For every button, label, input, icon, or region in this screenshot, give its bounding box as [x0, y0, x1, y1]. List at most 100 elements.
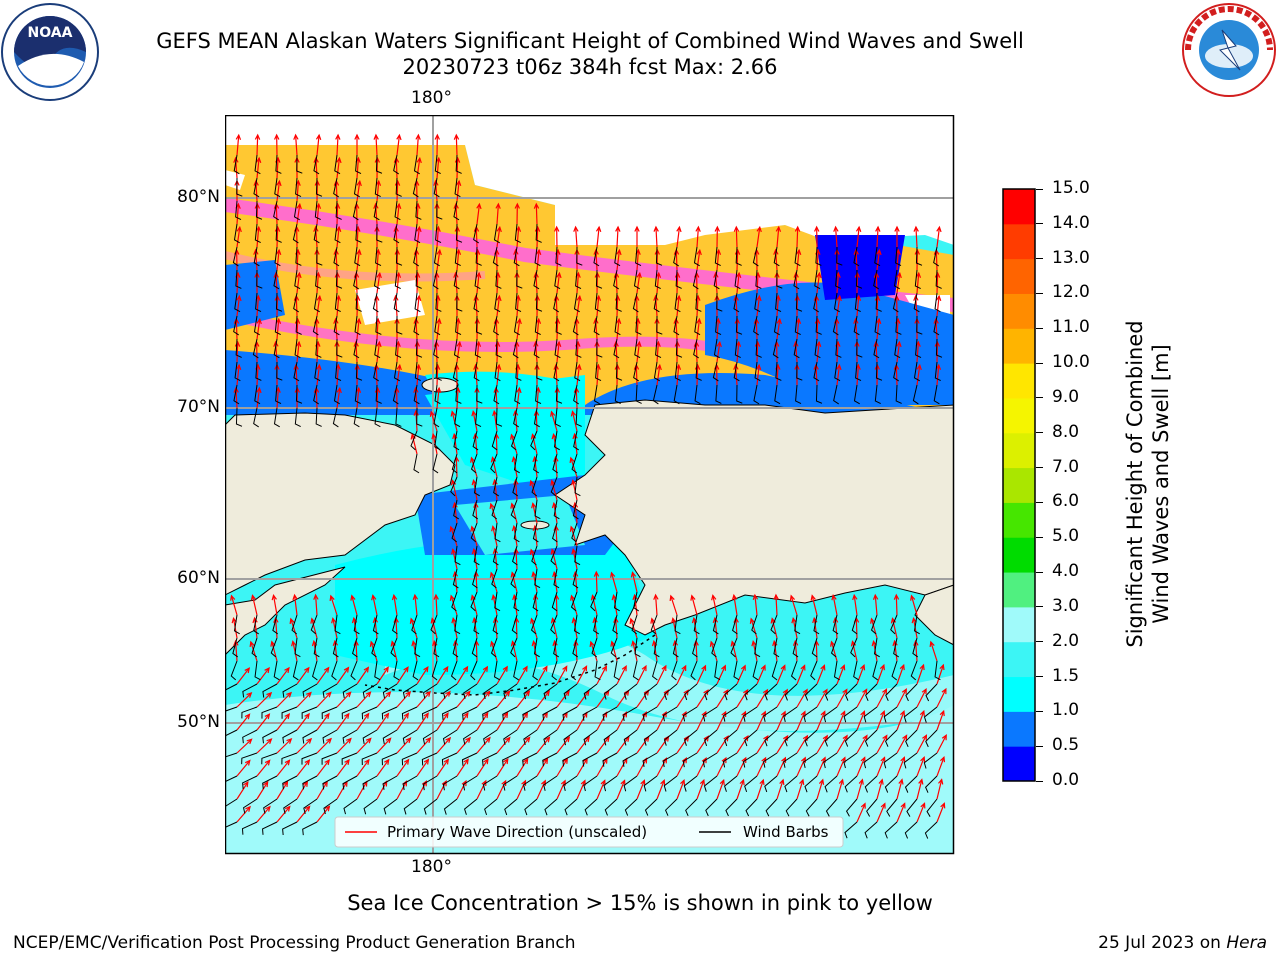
wave-arrow-head — [752, 593, 759, 601]
wave-arrow-head — [270, 640, 276, 647]
lon-label-top: 180° — [411, 88, 452, 108]
wind-barb — [643, 775, 658, 792]
wave-direction-arrow — [336, 227, 340, 248]
wave-arrow-head — [374, 386, 381, 393]
wind-barb — [910, 660, 918, 681]
wave-arrow-head — [842, 688, 848, 695]
wave-direction-arrow — [450, 595, 458, 616]
wave-direction-arrow — [372, 595, 378, 616]
wind-barb — [503, 683, 518, 700]
wave-direction-arrow — [676, 780, 685, 800]
colorbar-title-line2: Wind Waves and Swell [m] — [1149, 344, 1173, 624]
wave-arrow-head — [413, 409, 419, 416]
wave-arrow-head — [921, 687, 927, 695]
wave-arrow-head — [721, 710, 727, 717]
wave-direction-arrow — [276, 226, 279, 248]
wave-direction-arrow — [616, 250, 621, 271]
wind-barb — [225, 821, 238, 828]
wave-direction-arrow — [250, 641, 258, 662]
wave-arrow-head — [840, 664, 846, 671]
wind-barb — [382, 775, 398, 790]
wave-arrow-head — [276, 179, 282, 187]
colorbar-tick-mark — [1036, 501, 1043, 503]
wave-direction-arrow — [676, 736, 689, 754]
wind-barb — [475, 407, 482, 427]
wave-arrow-head — [701, 710, 707, 718]
wind-barb — [255, 200, 263, 220]
wave-arrow-head — [793, 340, 799, 347]
wave-direction-arrow — [436, 250, 441, 271]
wave-direction-arrow — [916, 365, 921, 386]
sea-ice-note: Sea Ice Concentration > 15% is shown in … — [347, 891, 933, 915]
wave-direction-arrow — [476, 712, 489, 731]
wave-arrow-head — [800, 664, 806, 671]
wave-direction-arrow — [236, 760, 251, 777]
wave-direction-arrow — [256, 667, 270, 685]
wave-direction-arrow — [570, 457, 578, 478]
wind-barb — [512, 476, 519, 497]
wave-arrow-head — [266, 738, 273, 745]
wave-arrow-head — [675, 294, 682, 302]
wave-direction-arrow — [316, 759, 330, 777]
wave-direction-arrow — [856, 665, 865, 685]
wind-barb — [655, 338, 662, 358]
wind-barb — [904, 821, 918, 839]
wind-barb — [463, 683, 478, 699]
wind-barb — [435, 292, 442, 312]
wind-barb — [783, 752, 798, 768]
wave-direction-arrow — [416, 296, 420, 317]
wind-barb — [263, 798, 278, 814]
wind-barb — [353, 269, 359, 290]
wave-arrow-head — [335, 225, 342, 233]
wind-barb — [353, 338, 360, 359]
wave-arrow-head — [286, 738, 293, 744]
wave-direction-arrow — [636, 758, 648, 777]
colorbar-tick-mark — [1036, 710, 1043, 712]
wave-direction-arrow — [296, 759, 310, 777]
wind-barb — [313, 154, 320, 175]
wave-direction-arrow — [335, 180, 338, 202]
wave-direction-arrow — [311, 618, 318, 639]
wave-arrow-head — [573, 639, 579, 646]
wind-barb — [784, 683, 798, 701]
wave-direction-arrow — [536, 666, 548, 685]
wave-direction-arrow — [416, 365, 420, 386]
wind-barb — [754, 637, 761, 658]
wind-barb — [253, 614, 259, 635]
wave-direction-arrow — [456, 157, 459, 179]
wave-direction-arrow — [456, 737, 471, 754]
wave-direction-arrow — [896, 664, 905, 685]
wave-arrow-head — [373, 133, 379, 140]
wind-barb — [914, 269, 921, 290]
wind-barb — [242, 729, 258, 744]
colorbar-segment — [1003, 676, 1035, 712]
wave-arrow-head — [696, 317, 702, 325]
wave-direction-arrow — [676, 272, 679, 294]
wave-arrow-head — [600, 779, 606, 786]
wind-barb — [373, 269, 380, 290]
wind-barb — [934, 361, 941, 382]
wind-barb — [532, 591, 539, 612]
wave-direction-arrow — [816, 342, 820, 363]
wave-direction-arrow — [296, 692, 312, 708]
wind-barb — [436, 200, 443, 220]
wind-barb — [803, 706, 818, 723]
wind-barb — [243, 798, 258, 814]
wind-barb — [512, 545, 518, 566]
wave-arrow-head — [899, 663, 905, 671]
wave-direction-arrow — [416, 759, 429, 777]
wave-direction-arrow — [396, 365, 401, 386]
wave-arrow-head — [393, 294, 399, 301]
wave-arrow-head — [799, 778, 805, 785]
wave-direction-arrow — [635, 364, 638, 386]
wave-direction-arrow — [756, 296, 761, 317]
wave-direction-arrow — [336, 388, 341, 409]
wave-arrow-head — [385, 691, 392, 698]
wave-direction-arrow — [916, 664, 925, 685]
wave-direction-arrow — [416, 713, 429, 731]
wave-direction-arrow — [236, 135, 240, 156]
wind-barb — [784, 729, 798, 747]
wave-arrow-head — [791, 617, 797, 624]
wave-direction-arrow — [276, 806, 291, 823]
wave-direction-arrow — [536, 690, 550, 708]
